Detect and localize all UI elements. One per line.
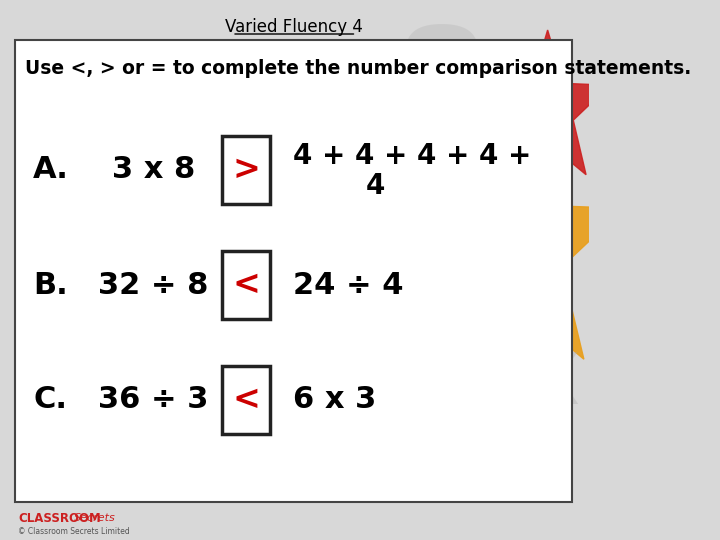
FancyBboxPatch shape [222,366,270,434]
Text: 6 x 3: 6 x 3 [292,386,376,415]
Polygon shape [444,320,529,420]
Text: 24 ÷ 4: 24 ÷ 4 [292,271,403,300]
Text: %: % [472,188,558,272]
Text: 4 + 4 + 4 + 4 +: 4 + 4 + 4 + 4 + [292,142,531,170]
FancyBboxPatch shape [222,251,270,319]
Text: X: X [524,350,580,420]
Text: <: < [232,268,260,301]
Text: 4: 4 [366,172,385,200]
Polygon shape [414,115,624,359]
Text: C.: C. [34,386,68,415]
Polygon shape [485,30,610,175]
Text: <: < [232,383,260,416]
Text: 36 ÷ 3: 36 ÷ 3 [99,386,209,415]
Text: 96: 96 [426,422,482,468]
Text: CLASSROOM: CLASSROOM [18,511,101,524]
Text: Use <, > or = to complete the number comparison statements.: Use <, > or = to complete the number com… [24,58,690,78]
FancyBboxPatch shape [14,40,572,502]
Text: © Classroom Secrets Limited: © Classroom Secrets Limited [18,526,130,536]
FancyBboxPatch shape [222,136,270,204]
Text: 96: 96 [379,454,422,487]
Text: 8: 8 [395,22,487,148]
Text: B.: B. [33,271,68,300]
Text: Secrets: Secrets [73,513,115,523]
Text: >: > [232,153,260,186]
Text: 32 ÷ 8: 32 ÷ 8 [99,271,209,300]
Text: Varied Fluency 4: Varied Fluency 4 [225,18,363,36]
Text: A.: A. [32,156,68,185]
Text: 3 x 8: 3 x 8 [112,156,195,185]
